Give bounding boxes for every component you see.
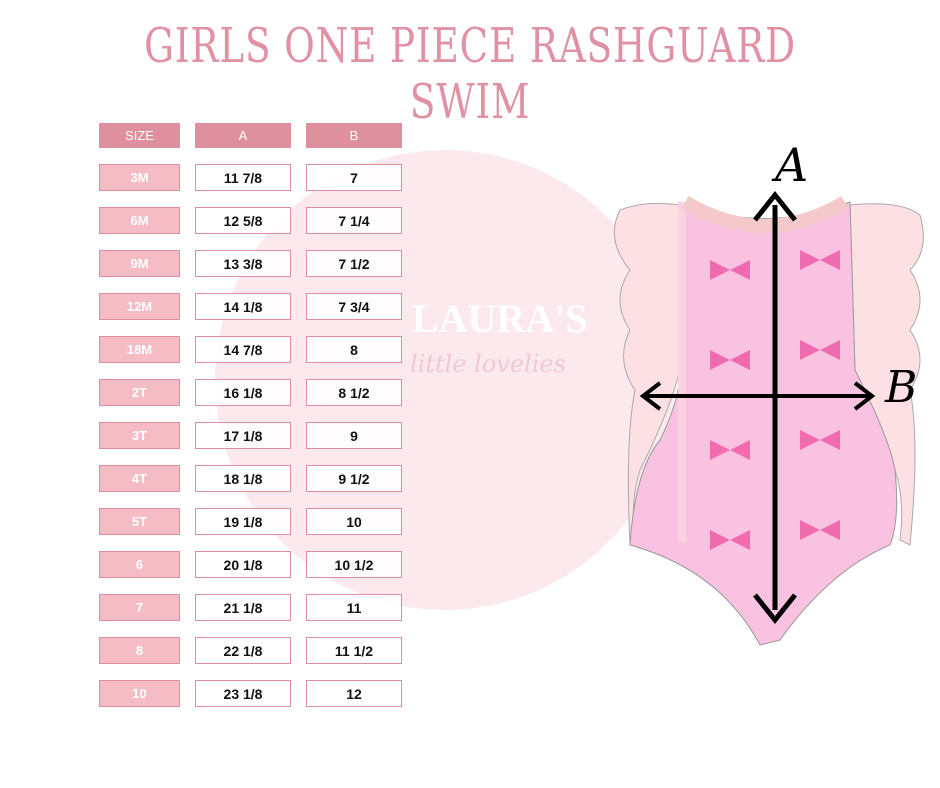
measure-a-cell: 11 7/8: [195, 164, 291, 191]
size-cell: 6: [99, 551, 180, 578]
measure-b-cell: 7: [306, 164, 402, 191]
measure-b-cell: 7 3/4: [306, 293, 402, 320]
measure-b-cell: 9: [306, 422, 402, 449]
measure-a-cell: 13 3/8: [195, 250, 291, 277]
measure-a-cell: 22 1/8: [195, 637, 291, 664]
measure-a-cell: 21 1/8: [195, 594, 291, 621]
measure-b-cell: 10: [306, 508, 402, 535]
measure-a-cell: 23 1/8: [195, 680, 291, 707]
measure-a-cell: 17 1/8: [195, 422, 291, 449]
label-a: A: [775, 138, 809, 192]
measure-b-cell: 9 1/2: [306, 465, 402, 492]
measure-a-cell: 19 1/8: [195, 508, 291, 535]
measure-b-cell: 11 1/2: [306, 637, 402, 664]
size-cell: 7: [99, 594, 180, 621]
size-cell: 8: [99, 637, 180, 664]
page-title: GIRLS ONE PIECE RASHGUARD SWIM: [144, 18, 796, 130]
measure-a-cell: 14 7/8: [195, 336, 291, 363]
size-cell: 10: [99, 680, 180, 707]
watermark-logo: [215, 150, 675, 610]
measure-a-cell: 14 1/8: [195, 293, 291, 320]
watermark-brand: LAURA'S: [412, 296, 588, 341]
size-cell: 3M: [99, 164, 180, 191]
label-b: B: [885, 362, 918, 413]
size-cell: 6M: [99, 207, 180, 234]
measure-b-cell: 8: [306, 336, 402, 363]
size-cell: 3T: [99, 422, 180, 449]
measure-b-cell: 12: [306, 680, 402, 707]
size-cell: 2T: [99, 379, 180, 406]
measure-a-cell: 12 5/8: [195, 207, 291, 234]
measure-a-cell: 16 1/8: [195, 379, 291, 406]
measure-b-cell: 11: [306, 594, 402, 621]
size-cell: 4T: [99, 465, 180, 492]
swimsuit-diagram: [613, 190, 924, 646]
measure-b-cell: 10 1/2: [306, 551, 402, 578]
watermark-script: little lovelies: [410, 350, 566, 378]
column-header-b: B: [306, 123, 402, 148]
measure-b-cell: 7 1/4: [306, 207, 402, 234]
size-cell: 5T: [99, 508, 180, 535]
size-cell: 18M: [99, 336, 180, 363]
size-cell: 9M: [99, 250, 180, 277]
column-header-a: A: [195, 123, 291, 148]
measure-a-cell: 20 1/8: [195, 551, 291, 578]
column-header-size: SIZE: [99, 123, 180, 148]
measure-b-cell: 7 1/2: [306, 250, 402, 277]
size-cell: 12M: [99, 293, 180, 320]
measure-a-cell: 18 1/8: [195, 465, 291, 492]
measure-b-cell: 8 1/2: [306, 379, 402, 406]
